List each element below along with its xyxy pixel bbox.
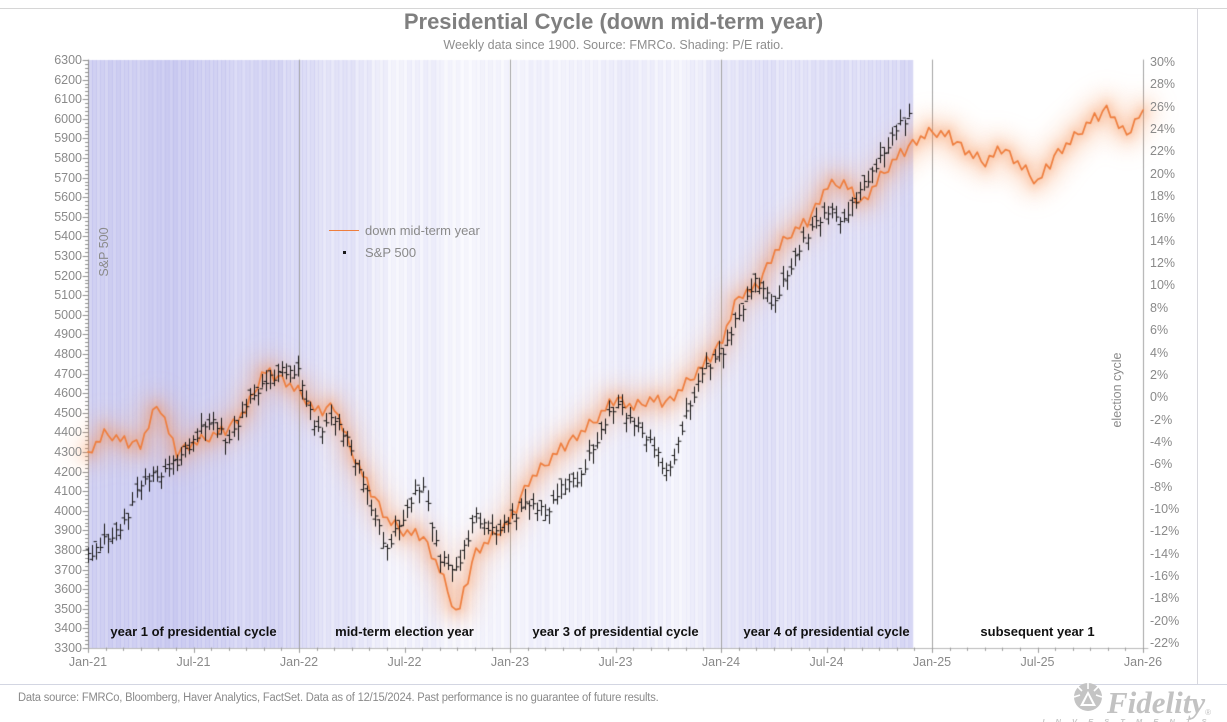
- y-axis-tick-label: 3500: [54, 601, 82, 616]
- y-axis-tick-label: 4100: [54, 484, 82, 499]
- footer-disclaimer: Data source: FMRCo, Bloomberg, Haver Ana…: [18, 692, 659, 704]
- right-axis-tick-label: 28%: [1150, 77, 1176, 92]
- right-axis-tick-label: 12%: [1150, 256, 1176, 271]
- x-axis-tick-label: Jan-23: [490, 655, 530, 669]
- y-axis-tick-label: 5400: [54, 229, 82, 244]
- y-axis-tick-label: 4600: [54, 386, 82, 401]
- y-axis-tick-label: 6200: [54, 72, 82, 87]
- registered-mark: ®: [1205, 708, 1211, 717]
- y-axis-tick-label: 3700: [54, 562, 82, 577]
- right-axis-tick-label: 30%: [1150, 55, 1176, 69]
- legend-item-sp500: S&P 500: [329, 241, 480, 263]
- legend-dot-swatch: [329, 250, 359, 254]
- fidelity-investments-text: I N V E S T M E N T S: [1042, 717, 1211, 722]
- right-axis-tick-label: 24%: [1150, 122, 1176, 137]
- x-axis-tick-label: Jan-21: [68, 655, 108, 669]
- right-axis-tick-label: 6%: [1150, 323, 1169, 338]
- footer-divider-line: [0, 684, 1227, 685]
- x-axis-tick-label: Jan-26: [1123, 655, 1163, 669]
- right-axis-tick-label: -8%: [1150, 479, 1173, 494]
- right-axis-tick-label: -4%: [1150, 434, 1173, 449]
- legend-label-sp500: S&P 500: [365, 244, 417, 260]
- right-axis-tick-label: 26%: [1150, 99, 1176, 114]
- x-axis-tick-label: Jan-25: [912, 655, 952, 669]
- legend-label-line: down mid-term year: [365, 222, 480, 238]
- right-axis-tick-label: -12%: [1150, 524, 1180, 539]
- x-axis-tick-label: Jul-21: [176, 655, 211, 669]
- y-axis-tick-label: 4300: [54, 445, 82, 459]
- legend-orange-line-swatch: [329, 229, 359, 231]
- y-axis-tick-label: 5700: [54, 170, 82, 185]
- region-label: year 3 of presidential cycle: [532, 624, 699, 639]
- right-axis-tick-label: -2%: [1150, 412, 1173, 427]
- right-axis-tick-label: -22%: [1150, 636, 1180, 650]
- y-axis-tick-label: 5000: [54, 307, 82, 322]
- y-axis-tick-label: 5300: [54, 249, 82, 263]
- y-axis-tick-label: 4400: [54, 425, 82, 440]
- x-axis-tick-label: Jan-22: [279, 655, 319, 669]
- legend-item-down-mid-term-year: down mid-term year: [329, 219, 480, 241]
- right-axis-tick-label: -18%: [1150, 591, 1180, 606]
- y-axis-tick-label: 3600: [54, 582, 82, 597]
- y-axis-tick-label: 4200: [54, 464, 82, 479]
- right-border-line: [1197, 8, 1198, 684]
- y-axis-tick-label: 3400: [54, 621, 82, 636]
- y-axis-tick-label: 4700: [54, 366, 82, 381]
- y-axis-tick-label: 5200: [54, 268, 82, 283]
- y-axis-tick-label: 5800: [54, 151, 82, 165]
- x-axis-tick-label: Jul-22: [387, 655, 422, 669]
- x-axis-tick-label: Jul-25: [1020, 655, 1055, 669]
- region-label: year 4 of presidential cycle: [743, 624, 910, 639]
- x-axis-tick-label: Jul-23: [598, 655, 633, 669]
- right-axis-tick-label: 10%: [1150, 278, 1176, 293]
- right-axis-tick-label: 8%: [1150, 300, 1169, 315]
- right-axis-tick-label: 14%: [1150, 233, 1176, 248]
- right-axis-tick-label: 22%: [1150, 144, 1176, 159]
- y-axis-tick-label: 6000: [54, 111, 82, 126]
- right-axis-tick-label: 20%: [1150, 166, 1176, 181]
- y-axis-tick-label: 4000: [54, 503, 82, 518]
- right-axis-tick-label: -10%: [1150, 501, 1180, 516]
- right-axis-tick-label: -14%: [1150, 546, 1180, 561]
- x-axis-tick-label: Jul-24: [809, 655, 844, 669]
- region-label: year 1 of presidential cycle: [110, 624, 277, 639]
- x-axis-tick-label: Jan-24: [701, 655, 741, 669]
- y-axis-tick-label: 3800: [54, 543, 82, 557]
- right-axis-tick-label: -20%: [1150, 613, 1180, 628]
- region-label: subsequent year 1: [980, 624, 1095, 639]
- right-axis-tick-label: 18%: [1150, 189, 1176, 204]
- left-axis-title: S&P 500: [97, 227, 111, 277]
- fidelity-logo: Fidelity ® I N V E S T M E N T S: [1011, 682, 1211, 722]
- y-axis-tick-label: 6300: [54, 53, 82, 67]
- y-axis-tick-label: 3300: [54, 641, 82, 655]
- y-axis-tick-label: 4900: [54, 327, 82, 342]
- right-axis-tick-label: 4%: [1150, 345, 1169, 360]
- y-axis-tick-label: 4800: [54, 347, 82, 361]
- y-axis-tick-label: 5900: [54, 131, 82, 146]
- right-axis-tick-label: 2%: [1150, 367, 1169, 382]
- legend: down mid-term year S&P 500: [329, 219, 480, 263]
- y-axis-tick-label: 5100: [54, 288, 82, 303]
- y-axis-tick-label: 6100: [54, 92, 82, 107]
- fidelity-wordmark: Fidelity: [1106, 685, 1206, 720]
- right-axis-tick-label: -16%: [1150, 568, 1180, 583]
- y-axis-tick-label: 5600: [54, 190, 82, 205]
- fidelity-pyramid-icon: [1073, 682, 1107, 717]
- right-axis-tick-label: 16%: [1150, 211, 1176, 226]
- right-axis-tick-label: -6%: [1150, 457, 1173, 472]
- region-label: mid-term election year: [335, 624, 474, 639]
- y-axis-tick-label: 4500: [54, 405, 82, 420]
- y-axis-tick-label: 5500: [54, 209, 82, 224]
- right-axis-tick-label: 0%: [1150, 390, 1169, 405]
- right-axis-title: election cycle: [1110, 352, 1124, 428]
- y-axis-tick-label: 3900: [54, 523, 82, 538]
